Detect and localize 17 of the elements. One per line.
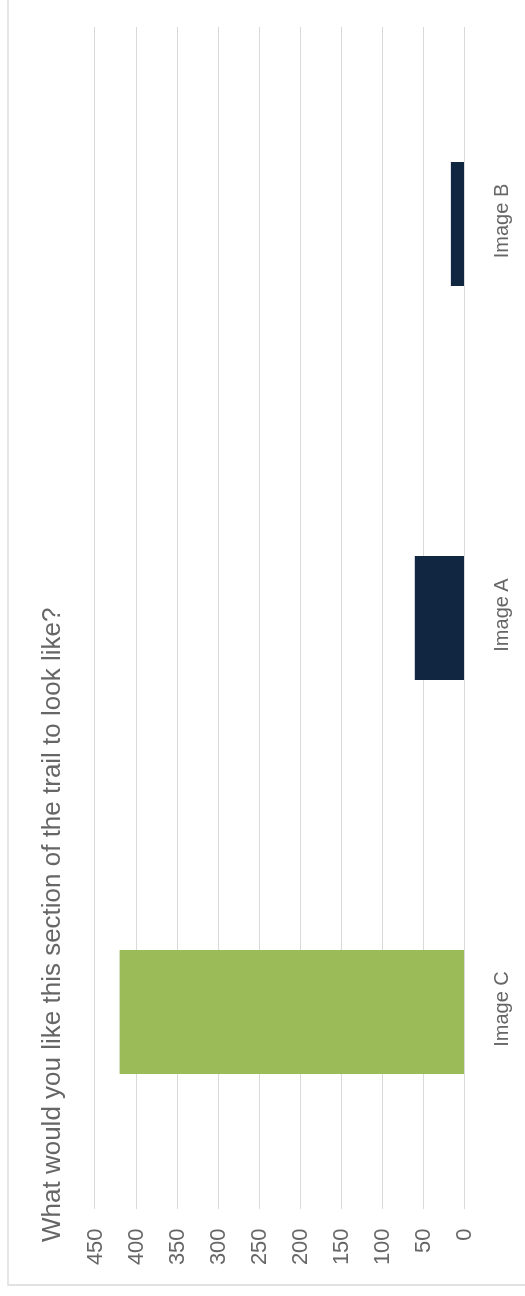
x-tick-label: 200 [287,1228,313,1266]
x-tick-label: 50 [410,1228,436,1253]
x-tick-label: 250 [246,1228,272,1266]
x-tick-label: 150 [328,1228,354,1266]
bar [414,555,464,681]
x-tick-label: 100 [369,1228,395,1266]
text: What would you like this section of the trail to look like? [36,607,66,1242]
bar [450,161,464,287]
y-tick-label: Image C [490,971,513,1047]
bar [119,949,464,1075]
x-tick-label: 0 [451,1228,477,1241]
x-tick-label: 300 [205,1228,231,1266]
x-tick-label: 400 [123,1228,149,1266]
y-tick-label: Image A [490,577,513,652]
y-tick-label: Image B [490,183,513,259]
x-tick-label: 450 [82,1228,108,1266]
x-tick-label: 350 [164,1228,190,1266]
